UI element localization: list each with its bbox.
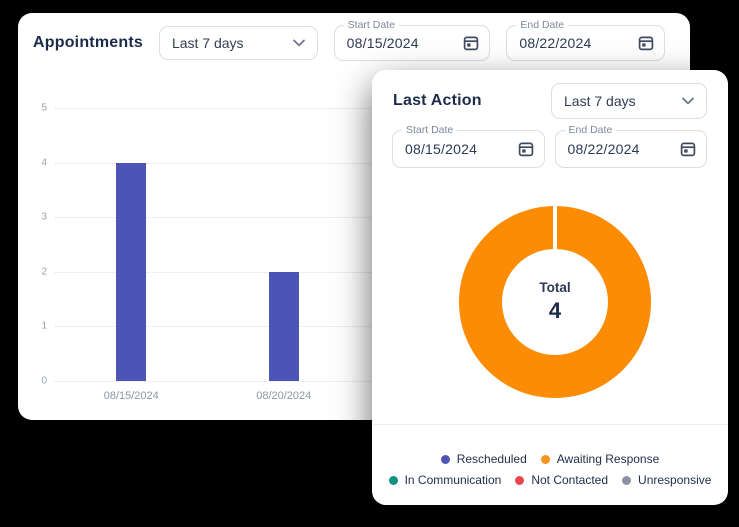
last-action-end-date-field[interactable]: End Date 08/22/2024 (554, 124, 707, 168)
donut-total-value: 4 (548, 298, 562, 323)
y-axis-tick: 5 (41, 102, 47, 114)
y-axis-tick: 0 (41, 375, 47, 387)
start-date-label: Start Date (402, 124, 458, 136)
legend-label: Awaiting Response (556, 452, 660, 466)
start-date-value: 08/15/2024 (346, 35, 419, 51)
legend-item-4[interactable]: Unresponsive (622, 473, 711, 487)
donut-center: Total 4 (502, 249, 608, 355)
last-action-header: Last Action Last 7 days (393, 83, 707, 119)
legend-dot (540, 454, 550, 464)
legend-label: Unresponsive (638, 473, 712, 487)
legend-item-2[interactable]: In Communication (388, 473, 502, 487)
calendar-icon[interactable] (638, 35, 654, 51)
last-action-date-row: Start Date 08/15/2024 End Date 08/22/202… (392, 124, 707, 168)
y-axis-tick: 4 (41, 157, 47, 169)
last-action-title: Last Action (393, 92, 482, 109)
end-date-label: End Date (564, 124, 617, 136)
bar-1[interactable] (268, 271, 299, 381)
y-axis-tick: 2 (41, 266, 47, 278)
last-action-range-value: Last 7 days (564, 93, 636, 109)
chevron-down-icon (682, 97, 694, 105)
appointments-header: Appointments Last 7 days Start Date 08/1… (33, 19, 666, 65)
appointments-range-value: Last 7 days (171, 35, 244, 51)
end-date-value: 08/22/2024 (519, 35, 592, 51)
gridline (55, 162, 665, 164)
end-date-value: 08/22/2024 (567, 141, 640, 157)
legend-item-1[interactable]: Awaiting Response (540, 452, 660, 466)
bar-0[interactable] (116, 162, 147, 381)
appointments-start-date-field[interactable]: Start Date 08/15/2024 (333, 19, 491, 61)
gridline (55, 217, 665, 219)
calendar-icon[interactable] (463, 35, 479, 51)
donut-segment-gap (553, 206, 557, 252)
legend-dot (515, 475, 525, 485)
last-action-range-select[interactable]: Last 7 days (551, 83, 707, 119)
last-action-card: Last Action Last 7 days Start Date 08/15… (372, 70, 728, 505)
legend-dot (622, 475, 632, 485)
gridline (55, 271, 665, 273)
donut-total-label: Total (539, 280, 571, 295)
legend-label: Not Contacted (531, 473, 609, 487)
legend-label: Rescheduled (456, 452, 527, 466)
calendar-icon[interactable] (518, 141, 534, 157)
gridline (55, 108, 665, 109)
last-action-start-date-field[interactable]: Start Date 08/15/2024 (392, 124, 545, 168)
legend-dot (388, 475, 398, 485)
chevron-down-icon (292, 39, 305, 47)
legend-item-0[interactable]: Rescheduled (440, 452, 527, 466)
gridline (55, 381, 665, 382)
legend-label: In Communication (404, 473, 502, 487)
donut-chart[interactable]: Total 4 (459, 206, 651, 398)
gridline (55, 326, 665, 328)
y-axis-tick: 1 (41, 320, 47, 332)
appointments-end-date-field[interactable]: End Date 08/22/2024 (506, 19, 666, 61)
x-axis-label: 08/15/2024 (103, 390, 159, 402)
start-date-value: 08/15/2024 (405, 141, 478, 157)
legend-dot (440, 454, 450, 464)
end-date-label: End Date (516, 19, 569, 31)
appointments-title: Appointments (33, 34, 143, 51)
donut-legend: Rescheduled Awaiting Response In Communica… (380, 452, 720, 487)
start-date-label: Start Date (343, 19, 399, 31)
appointments-range-select[interactable]: Last 7 days (158, 26, 318, 60)
legend-item-3[interactable]: Not Contacted (515, 473, 608, 487)
legend-divider (372, 424, 728, 425)
bar-chart-plot: 0 1 2 3 4 5 08/15/2024 08/20/2024 (41, 103, 665, 402)
x-axis-label: 08/20/2024 (256, 390, 312, 402)
calendar-icon[interactable] (680, 141, 696, 157)
y-axis-tick: 3 (41, 211, 47, 223)
